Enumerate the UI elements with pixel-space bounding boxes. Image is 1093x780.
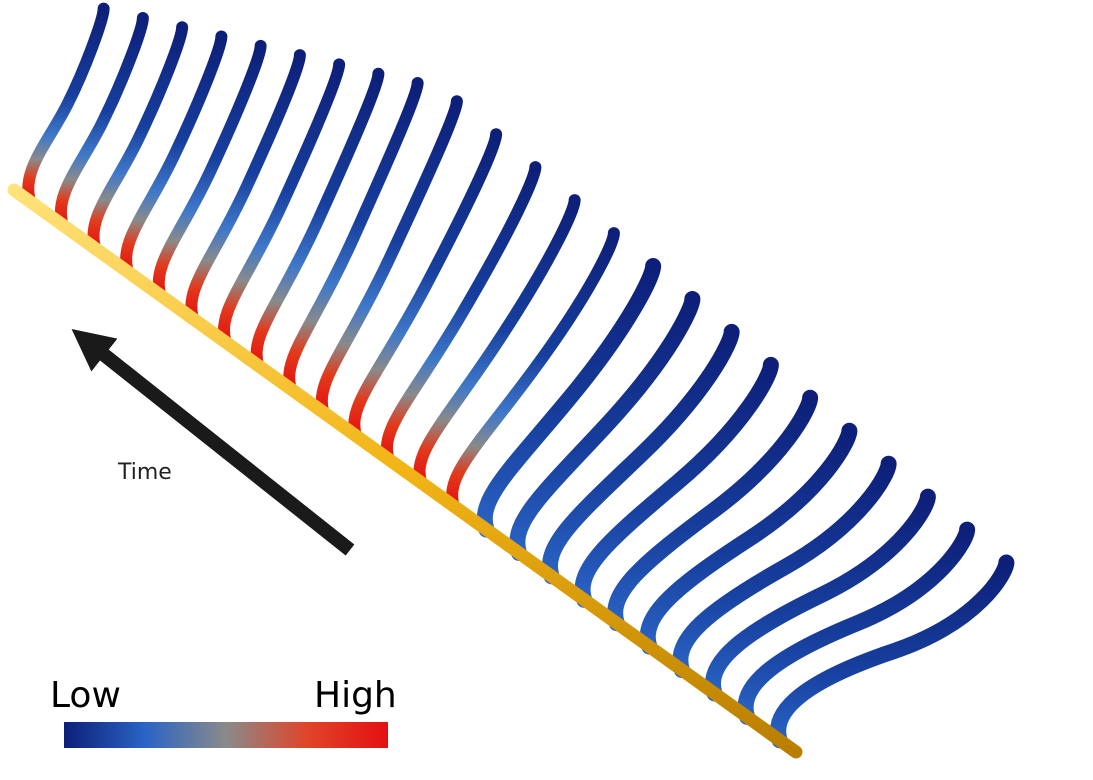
streamline-tube xyxy=(348,128,503,442)
streamline-tube xyxy=(672,455,897,679)
streamline-tubes xyxy=(22,2,1015,749)
streamline-tube xyxy=(413,194,581,489)
streamline-tube xyxy=(152,39,267,302)
colorbar xyxy=(64,722,388,748)
streamline-tube xyxy=(639,422,858,655)
streamline-tube xyxy=(705,488,936,702)
streamline-tube xyxy=(22,2,110,208)
streamline-tube xyxy=(542,323,740,585)
streamline-tube xyxy=(54,11,149,232)
rail-rod xyxy=(7,183,803,759)
streamline-tube xyxy=(509,290,701,561)
streamline-tube xyxy=(217,58,346,349)
streamline-tube xyxy=(380,161,542,466)
time-label: Time xyxy=(118,460,172,485)
colorbar-high-label: High xyxy=(314,675,397,716)
streamline-tube xyxy=(770,554,1015,749)
colorbar-low-label: Low xyxy=(50,675,121,716)
streamline-tube xyxy=(446,227,620,513)
streamline-tube xyxy=(315,95,463,419)
streamline-tube xyxy=(120,30,228,278)
streamline-tube xyxy=(185,49,306,325)
time-arrow xyxy=(71,328,355,556)
streamline-tube xyxy=(283,76,424,396)
streamline-tube xyxy=(737,521,976,725)
streamline-tube xyxy=(476,258,662,538)
streamline-tube xyxy=(607,389,819,632)
streamline-tube xyxy=(574,356,779,608)
streamline-tube xyxy=(87,21,189,255)
streamline-tube xyxy=(250,67,385,372)
